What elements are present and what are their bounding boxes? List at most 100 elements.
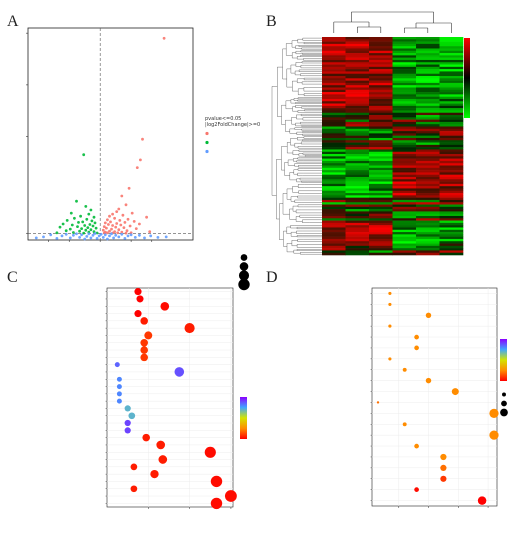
heatmap-cell: [322, 87, 346, 91]
heatmap-cell: [345, 43, 370, 47]
heatmap-cell: [416, 163, 440, 166]
heatmap-cell: [345, 105, 370, 109]
heatmap-cell: [392, 73, 417, 77]
heatmap-cell: [416, 206, 440, 210]
heatmap-cell: [369, 142, 393, 146]
heatmap-cell: [392, 105, 417, 109]
heatmap-cell: [345, 57, 370, 61]
heatmap-cell: [439, 206, 464, 210]
heatmap-cell: [416, 50, 440, 54]
data-point: [124, 419, 131, 427]
data-point: [140, 317, 148, 325]
data-point: [143, 236, 146, 240]
heatmap-cell: [439, 110, 464, 114]
heatmap-cell: [345, 39, 370, 42]
heatmap-cell: [416, 183, 440, 187]
heatmap-cell: [345, 62, 370, 65]
heatmap-cell: [345, 209, 370, 212]
heatmap-cell: [369, 78, 393, 81]
heatmap-cell: [322, 142, 346, 146]
heatmap-cell: [392, 179, 417, 182]
heatmap-cell: [416, 133, 440, 136]
heatmap-cell: [345, 227, 370, 231]
data-point: [141, 137, 144, 141]
heatmap-cell: [369, 101, 393, 104]
heatmap-cell: [345, 37, 370, 40]
heatmap-cell: [392, 108, 417, 111]
heatmap-cell: [369, 172, 393, 175]
heatmap-cell: [439, 59, 464, 63]
heatmap-cell: [345, 238, 370, 242]
heatmap-cell: [416, 69, 440, 72]
heatmap-cell: [345, 92, 370, 95]
heatmap-cell: [439, 170, 464, 173]
heatmap-cell: [345, 195, 370, 198]
heatmap-cell: [369, 96, 393, 100]
data-point: [162, 36, 166, 40]
heatmap-cell: [392, 174, 417, 178]
heatmap-cell: [392, 252, 417, 256]
heatmap-cell: [416, 140, 440, 143]
heatmap-cell: [439, 176, 464, 180]
heatmap-cell: [369, 87, 393, 91]
data-point: [78, 236, 81, 239]
heatmap-cell: [416, 108, 440, 111]
heatmap-cell: [322, 128, 346, 132]
heatmap-cell: [439, 37, 464, 40]
legend-title: pvalue<=0.05: [205, 116, 241, 122]
heatmap-cell: [322, 94, 346, 97]
heatmap-cell: [322, 167, 346, 171]
heatmap-cell: [416, 128, 440, 132]
data-point: [134, 227, 138, 231]
heatmap-cell: [322, 193, 346, 196]
heatmap-cell: [369, 59, 393, 63]
heatmap-cell: [322, 76, 346, 79]
heatmap-cell: [322, 174, 346, 178]
color-legend-bar: [464, 38, 470, 118]
heatmap-cell: [369, 124, 393, 127]
heatmap-cell: [416, 112, 440, 116]
data-point: [136, 295, 144, 303]
heatmap-cell: [345, 170, 370, 173]
data-point: [451, 388, 459, 396]
data-point: [68, 227, 72, 231]
data-point: [84, 228, 88, 232]
data-point: [144, 331, 153, 340]
heatmap-cell: [416, 131, 440, 134]
heatmap-cell: [345, 117, 370, 120]
heatmap-cell: [369, 227, 393, 231]
heatmap-cell: [439, 85, 464, 88]
heatmap-cell: [369, 108, 393, 111]
heatmap-cell: [345, 87, 370, 91]
heatmap-cell: [439, 105, 464, 109]
data-point: [489, 408, 499, 419]
data-point: [111, 224, 114, 227]
heatmap-cell: [392, 128, 417, 132]
heatmap-cell: [439, 147, 464, 150]
heatmap-cell: [439, 229, 464, 233]
data-point: [114, 362, 120, 368]
size-legend-key: [501, 400, 507, 407]
heatmap-cell: [392, 188, 417, 192]
heatmap-cell: [416, 85, 440, 88]
heatmap-cell: [392, 156, 417, 159]
heatmap-cell: [439, 186, 464, 189]
heatmap-cell: [322, 78, 346, 81]
heatmap-cell: [345, 252, 370, 256]
data-point: [388, 324, 392, 328]
data-point: [388, 357, 392, 361]
heatmap-cell: [322, 117, 346, 120]
heatmap-cell: [322, 43, 346, 47]
heatmap-cell: [416, 115, 440, 118]
panel-label-d: D: [266, 269, 278, 286]
data-point: [140, 353, 148, 362]
plot-area: [371, 287, 498, 507]
heatmap-cell: [439, 245, 464, 249]
data-point: [78, 229, 81, 233]
heatmap-cell: [416, 238, 440, 242]
data-point: [440, 475, 447, 482]
kegg-enrichment-dotplot: [370, 287, 508, 508]
data-point: [116, 384, 122, 390]
heatmap-cell: [392, 183, 417, 187]
heatmap-cell: [392, 133, 417, 136]
